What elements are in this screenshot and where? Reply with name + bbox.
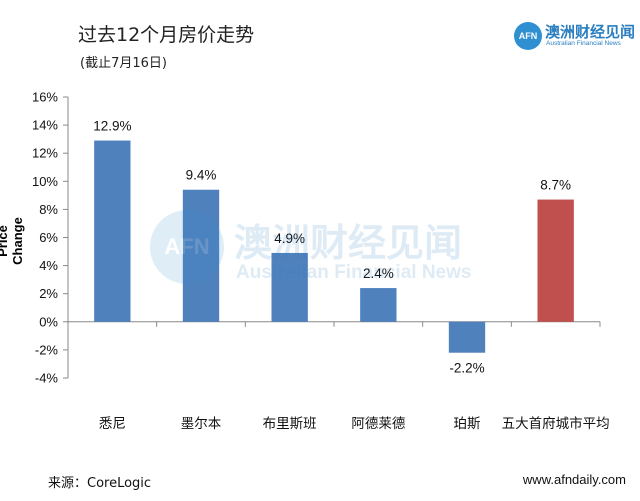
y-tick-label: 12% — [32, 146, 58, 161]
y-tick-label: 10% — [32, 174, 58, 189]
x-category-label: 悉尼 — [99, 416, 126, 432]
data-label: -2.2% — [449, 361, 484, 376]
x-category-label: 五大首府城市平均 — [502, 415, 610, 432]
bar-2 — [271, 252, 308, 322]
website-link[interactable]: www.afndaily.com — [522, 472, 626, 487]
x-category-label: 阿德莱德 — [351, 416, 405, 432]
logo-name-en: Australian Financial News — [546, 40, 621, 47]
chart-title: 过去12个月房价走势 — [78, 24, 255, 46]
chart-subtitle: (截止7月16日) — [80, 56, 167, 71]
data-label: 4.9% — [274, 231, 305, 246]
data-label: 9.4% — [186, 168, 217, 183]
bar-5 — [537, 199, 574, 322]
y-tick-label: 14% — [32, 118, 58, 133]
bar-4 — [448, 321, 486, 353]
bar-3 — [360, 288, 397, 322]
y-tick-label: 16% — [32, 90, 58, 105]
y-tick-label: -2% — [35, 342, 59, 357]
logo-badge: AFN — [514, 22, 542, 50]
x-category-label: 珀斯 — [454, 416, 481, 432]
data-label: 2.4% — [363, 266, 394, 281]
y-tick-label: 6% — [39, 230, 58, 245]
y-tick-label: -4% — [35, 371, 59, 386]
y-tick-label: 0% — [39, 314, 58, 329]
logo-name-cn: 澳洲财经见闻 — [545, 23, 636, 41]
bar-1 — [182, 189, 220, 322]
data-label: 12.9% — [93, 119, 131, 134]
source-note: 来源：CoreLogic — [48, 476, 152, 491]
y-tick-label: 8% — [39, 202, 58, 217]
x-category-label: 布里斯班 — [263, 416, 317, 432]
bar-0 — [94, 140, 131, 322]
data-label: 8.7% — [540, 178, 571, 193]
y-tick-label: 4% — [39, 258, 58, 273]
brand-logo: AFN 澳洲财经见闻 Australian Financial News — [514, 22, 636, 50]
y-tick-label: 2% — [39, 286, 58, 301]
x-category-label: 墨尔本 — [181, 416, 222, 432]
